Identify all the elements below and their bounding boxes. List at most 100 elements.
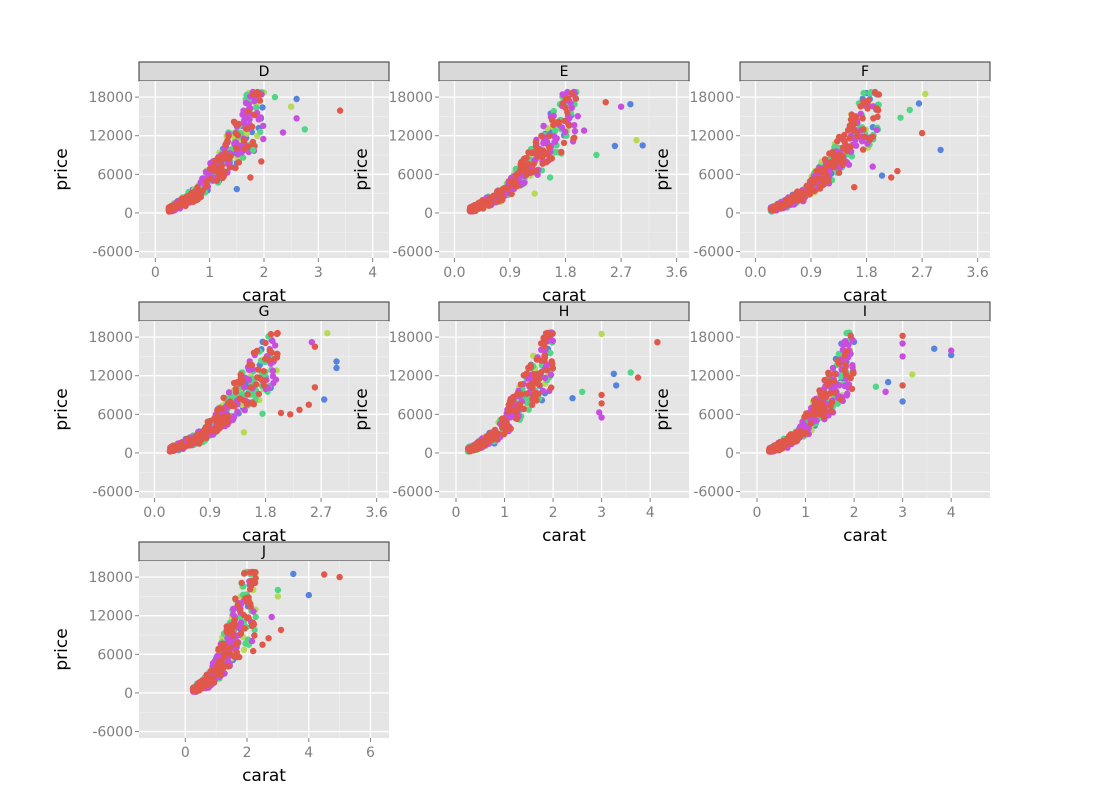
data-point xyxy=(232,388,240,396)
x-tick-label: 0.0 xyxy=(744,265,766,281)
data-point xyxy=(906,106,913,114)
data-point xyxy=(268,349,275,356)
data-point xyxy=(865,97,872,104)
data-point xyxy=(566,114,573,122)
data-point xyxy=(579,388,586,395)
panel-D: D -6000 0 6000 12000 18000 0 1 2 3 4 carat price xyxy=(52,61,390,306)
data-point xyxy=(250,647,257,655)
data-point xyxy=(596,409,603,416)
x-tick-label: 2 xyxy=(260,265,269,281)
data-point xyxy=(551,138,559,145)
data-point xyxy=(237,630,245,637)
y-tick-label: 0 xyxy=(424,206,433,222)
data-point xyxy=(937,146,944,154)
data-point xyxy=(555,118,562,126)
data-point xyxy=(472,440,480,448)
data-point xyxy=(262,339,269,347)
y-tick-label: 12000 xyxy=(689,369,734,385)
data-point xyxy=(598,391,605,399)
data-point xyxy=(813,168,820,175)
x-tick-label: 2 xyxy=(549,505,558,521)
data-point xyxy=(909,371,916,378)
data-point xyxy=(859,146,867,153)
y-tick-label: 12000 xyxy=(88,609,133,625)
y-tick-label: -6000 xyxy=(693,245,734,261)
data-point xyxy=(525,406,532,413)
data-point xyxy=(236,380,243,387)
data-point xyxy=(218,422,225,429)
data-point xyxy=(541,374,549,382)
data-point xyxy=(272,342,279,349)
strip-label: I xyxy=(863,304,867,320)
data-point xyxy=(825,177,832,184)
data-point xyxy=(260,135,267,143)
data-point xyxy=(233,145,240,152)
y-axis-title: price xyxy=(352,388,372,430)
y-axis-title: price xyxy=(52,628,72,670)
y-tick-label: 18000 xyxy=(88,330,133,346)
y-tick-label: 18000 xyxy=(388,330,433,346)
data-point xyxy=(226,650,233,657)
data-point xyxy=(227,153,234,160)
y-tick-label: 6000 xyxy=(698,407,734,423)
data-point xyxy=(826,378,833,385)
data-point xyxy=(260,377,268,385)
x-tick-label: 0 xyxy=(753,505,762,521)
data-point xyxy=(234,601,241,609)
data-point xyxy=(274,330,281,337)
data-point xyxy=(505,401,512,409)
data-point xyxy=(546,144,553,151)
y-axis-title: price xyxy=(52,148,72,190)
panel-G: G -6000 0 6000 12000 18000 0.0 0.9 1.8 2.7 3.6 cara… xyxy=(52,301,390,546)
data-point xyxy=(205,421,212,429)
data-point xyxy=(850,370,857,377)
data-point xyxy=(333,358,340,365)
data-point xyxy=(835,360,843,367)
data-point xyxy=(540,122,547,130)
x-tick-label: 3.6 xyxy=(666,265,688,281)
data-point xyxy=(488,199,495,206)
data-point xyxy=(837,373,845,380)
data-point xyxy=(277,409,285,417)
data-point xyxy=(827,159,834,166)
data-point xyxy=(654,339,661,346)
plot-background xyxy=(439,321,689,498)
x-tick-label: 0.0 xyxy=(143,505,165,521)
data-point xyxy=(259,104,266,111)
data-point xyxy=(232,164,239,172)
data-point xyxy=(268,613,275,621)
data-point xyxy=(529,384,536,391)
data-point xyxy=(249,146,257,154)
data-point xyxy=(256,97,264,104)
data-point xyxy=(301,126,308,133)
data-point xyxy=(223,139,231,147)
data-point xyxy=(253,381,260,388)
data-point xyxy=(257,128,264,135)
data-point xyxy=(210,163,218,170)
data-point xyxy=(818,168,826,175)
data-point xyxy=(803,182,811,189)
data-point xyxy=(861,133,868,141)
data-point xyxy=(232,622,239,629)
data-point xyxy=(851,120,858,128)
data-point xyxy=(873,105,880,112)
data-point xyxy=(321,396,328,403)
y-tick-label: 0 xyxy=(424,446,433,462)
data-point xyxy=(466,206,474,213)
data-point xyxy=(639,142,646,149)
y-tick-label: -6000 xyxy=(693,485,734,501)
data-point xyxy=(806,190,814,197)
points-layer xyxy=(464,329,661,455)
y-tick-label: 12000 xyxy=(88,369,133,385)
data-point xyxy=(843,392,851,399)
data-point xyxy=(241,407,248,414)
data-point xyxy=(847,332,854,339)
data-point xyxy=(229,611,237,618)
x-tick-label: 3.6 xyxy=(366,505,388,521)
data-point xyxy=(777,442,785,449)
panel-J: J -6000 0 6000 12000 18000 0 2 4 6 carat price xyxy=(52,541,390,786)
data-point xyxy=(222,150,229,157)
data-point xyxy=(165,206,173,213)
data-point xyxy=(523,154,530,162)
data-point xyxy=(273,350,281,358)
